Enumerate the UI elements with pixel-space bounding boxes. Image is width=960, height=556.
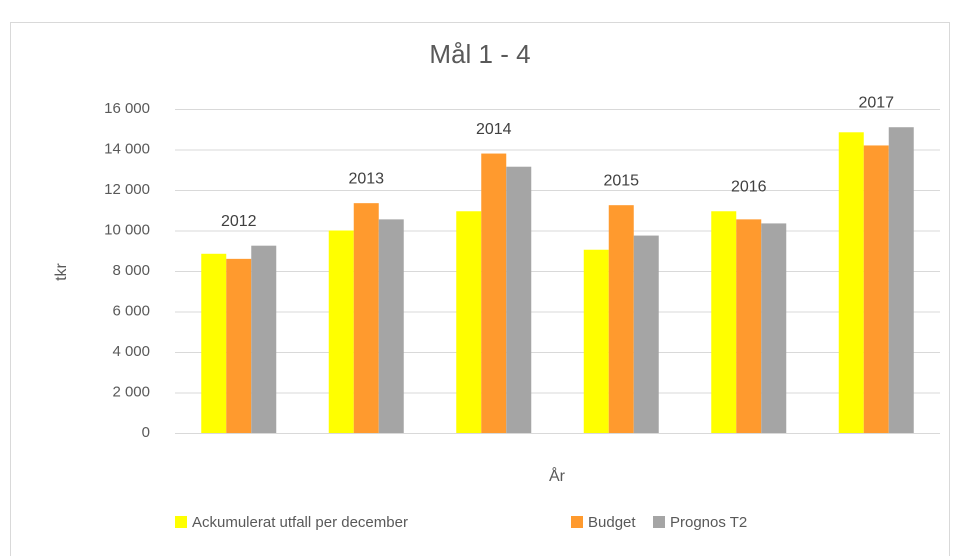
legend-label: Prognos T2 xyxy=(670,514,747,531)
bar xyxy=(226,258,252,433)
y-tick-label: 12 000 xyxy=(104,181,150,198)
y-tick-label: 10 000 xyxy=(104,221,150,238)
bar xyxy=(378,219,404,433)
category-label: 2014 xyxy=(476,121,512,138)
chart-title: Mål 1 - 4 xyxy=(429,39,530,69)
x-axis-label: År xyxy=(549,466,566,485)
y-tick-label: 16 000 xyxy=(104,100,150,117)
bar xyxy=(583,249,609,433)
legend-label: Budget xyxy=(588,514,636,531)
bar xyxy=(736,219,762,433)
category-label: 2013 xyxy=(348,170,384,187)
y-axis-label: tkr xyxy=(53,262,70,280)
bar xyxy=(353,203,379,433)
bar xyxy=(711,211,737,433)
category-label: 2012 xyxy=(221,213,257,230)
bar xyxy=(838,132,864,433)
y-tick-label: 6 000 xyxy=(112,302,150,319)
category-label: 2016 xyxy=(731,178,767,195)
bar xyxy=(506,166,532,433)
bar xyxy=(328,230,354,433)
bar xyxy=(608,205,634,433)
y-tick-label: 0 xyxy=(142,424,150,441)
bar xyxy=(863,145,889,433)
bar xyxy=(456,211,482,433)
legend-label: Ackumulerat utfall per december xyxy=(192,514,408,531)
bar xyxy=(888,127,914,433)
y-tick-label: 2 000 xyxy=(112,383,150,400)
bar xyxy=(251,245,277,433)
bar xyxy=(201,253,227,433)
legend-swatch xyxy=(571,516,583,528)
bar xyxy=(633,235,659,433)
y-tick-label: 14 000 xyxy=(104,140,150,157)
category-label: 2017 xyxy=(858,94,894,111)
category-label: 2015 xyxy=(603,172,639,189)
bar xyxy=(761,223,787,433)
y-tick-label: 8 000 xyxy=(112,262,150,279)
legend-swatch xyxy=(653,516,665,528)
y-tick-label: 4 000 xyxy=(112,343,150,360)
legend-swatch xyxy=(175,516,187,528)
bar xyxy=(481,153,507,434)
